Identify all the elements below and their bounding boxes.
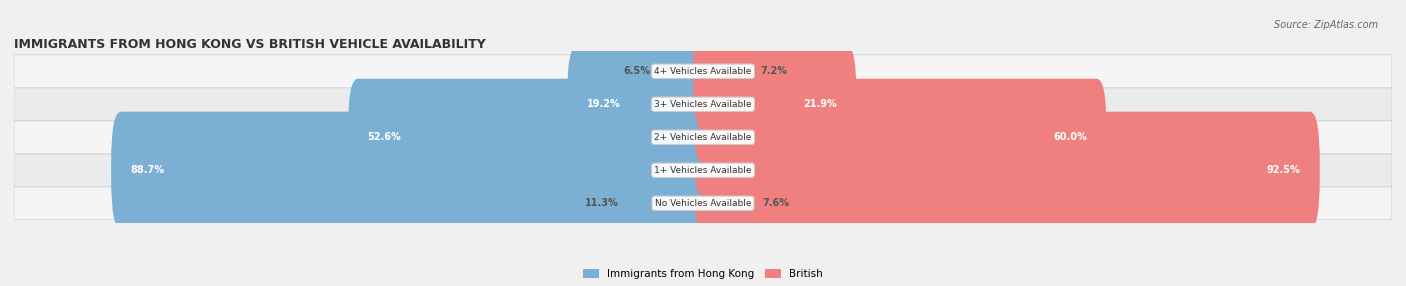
Text: 92.5%: 92.5% <box>1267 165 1301 175</box>
Text: 52.6%: 52.6% <box>368 132 402 142</box>
FancyBboxPatch shape <box>349 79 713 196</box>
FancyBboxPatch shape <box>693 46 856 163</box>
Text: IMMIGRANTS FROM HONG KONG VS BRITISH VEHICLE AVAILABILITY: IMMIGRANTS FROM HONG KONG VS BRITISH VEH… <box>14 39 486 51</box>
FancyBboxPatch shape <box>651 13 713 130</box>
Text: Source: ZipAtlas.com: Source: ZipAtlas.com <box>1274 20 1378 30</box>
FancyBboxPatch shape <box>14 88 1392 121</box>
FancyBboxPatch shape <box>693 79 1107 196</box>
Text: 19.2%: 19.2% <box>586 99 620 109</box>
Text: 88.7%: 88.7% <box>131 165 165 175</box>
Text: 6.5%: 6.5% <box>623 66 651 76</box>
Text: 3+ Vehicles Available: 3+ Vehicles Available <box>654 100 752 109</box>
Text: 7.6%: 7.6% <box>762 198 790 208</box>
Legend: Immigrants from Hong Kong, British: Immigrants from Hong Kong, British <box>579 265 827 283</box>
Text: 4+ Vehicles Available: 4+ Vehicles Available <box>654 67 752 76</box>
FancyBboxPatch shape <box>111 112 713 229</box>
Text: No Vehicles Available: No Vehicles Available <box>655 199 751 208</box>
FancyBboxPatch shape <box>14 55 1392 88</box>
Text: 21.9%: 21.9% <box>803 99 837 109</box>
FancyBboxPatch shape <box>619 145 713 262</box>
FancyBboxPatch shape <box>693 145 762 262</box>
Text: 1+ Vehicles Available: 1+ Vehicles Available <box>654 166 752 175</box>
Text: 7.2%: 7.2% <box>761 66 787 76</box>
FancyBboxPatch shape <box>14 154 1392 187</box>
FancyBboxPatch shape <box>567 46 713 163</box>
FancyBboxPatch shape <box>693 13 761 130</box>
Text: 2+ Vehicles Available: 2+ Vehicles Available <box>654 133 752 142</box>
FancyBboxPatch shape <box>14 187 1392 220</box>
FancyBboxPatch shape <box>693 112 1320 229</box>
Text: 11.3%: 11.3% <box>585 198 619 208</box>
FancyBboxPatch shape <box>14 121 1392 154</box>
Text: 60.0%: 60.0% <box>1053 132 1087 142</box>
